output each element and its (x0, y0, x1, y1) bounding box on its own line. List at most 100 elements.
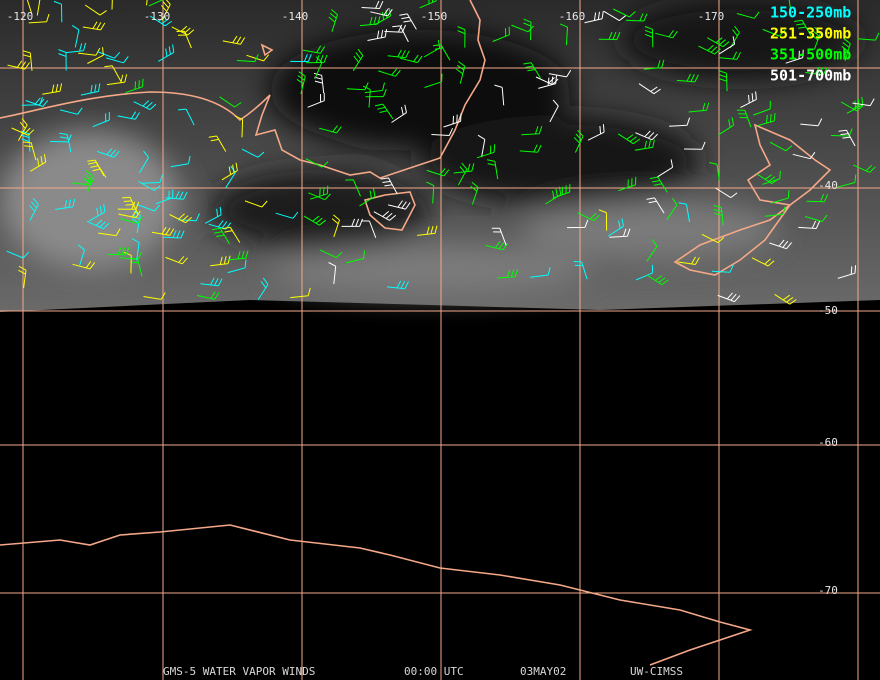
wind-barb (756, 112, 776, 127)
wind-barb (290, 54, 312, 63)
latitude-label: -70 (818, 584, 838, 597)
wind-barb (290, 287, 311, 299)
wind-barb (125, 78, 144, 94)
wind-barb (625, 13, 648, 22)
wind-barb (806, 194, 829, 203)
wind-barb (392, 25, 409, 43)
wind-barb (23, 141, 37, 161)
wind-barb (157, 44, 175, 62)
wind-barb (6, 250, 30, 259)
wind-barb (426, 181, 435, 204)
wind-barb (683, 141, 706, 150)
wind-barb (88, 161, 107, 178)
date: 03MAY02 (520, 665, 566, 678)
wind-barb (26, 0, 33, 15)
wind-barb (50, 134, 72, 143)
wind-barb (678, 202, 690, 223)
wind-barb (566, 219, 589, 229)
wind-barb (143, 292, 166, 300)
wind-barb (328, 262, 337, 285)
wind-barb (677, 256, 700, 265)
wind-barb (618, 176, 637, 192)
wind-barb (638, 83, 661, 95)
wind-barb (222, 35, 246, 45)
wind-barb (53, 0, 63, 23)
wind-barb (227, 250, 249, 261)
wind-barb (387, 200, 411, 210)
wind-barb (646, 239, 658, 262)
wind-barb (521, 126, 543, 136)
wind-barb (362, 85, 371, 108)
wind-barb (165, 256, 188, 265)
wind-barb (497, 269, 519, 279)
wind-barb (837, 265, 857, 279)
wind-barb (313, 72, 325, 94)
wind-barb (523, 18, 532, 41)
wind-barb (800, 118, 823, 127)
wind-barb (170, 155, 191, 168)
wind-barb (119, 252, 142, 260)
wind-barb (82, 21, 106, 31)
wind-barb (162, 230, 185, 239)
legend-entry: 501-700mb (770, 67, 851, 85)
wind-barb (303, 215, 327, 226)
wind-barb (753, 100, 771, 116)
wind-barb (359, 16, 381, 27)
wind-barb (65, 42, 87, 54)
wind-barb (852, 98, 875, 107)
wind-barb (236, 54, 259, 63)
wind-barb (486, 159, 499, 180)
wind-barb (457, 26, 466, 48)
labels: -120 -130 -140 -150 -160 -170 -40 -50 -60 -70 150-… (7, 4, 852, 598)
wind-barb (432, 44, 451, 61)
wind-barb (492, 26, 510, 42)
wind-barb (765, 206, 786, 217)
wind-barb (17, 118, 28, 141)
wind-barb (736, 109, 752, 128)
wind-barb (380, 177, 398, 194)
wind-barb (740, 91, 757, 109)
wind-barb (42, 83, 63, 95)
wind-barb (328, 9, 338, 32)
wind-barb (643, 59, 665, 70)
wind-barb (361, 0, 384, 9)
wind-barb (149, 15, 172, 27)
wind-barb (387, 49, 410, 59)
wind-barb (573, 261, 588, 280)
wind-barb (92, 111, 110, 128)
wind-barb (165, 191, 188, 200)
wind-barb (30, 154, 47, 172)
wind-barb (367, 29, 388, 41)
wind-barb (11, 127, 35, 136)
wind-barb (603, 10, 626, 22)
wind-barb (131, 238, 140, 261)
wind-barb (837, 174, 857, 188)
wind-barb (419, 0, 437, 9)
wind-barb (538, 75, 557, 89)
wind-barb (774, 293, 797, 305)
wind-barb (84, 4, 107, 16)
wind-barb (831, 128, 853, 137)
wind-barb (535, 76, 559, 86)
longitude-label: -120 (7, 10, 34, 23)
wind-barb (118, 209, 141, 219)
wind-barb (59, 132, 72, 153)
wind-barb (857, 32, 880, 41)
wind-barb (443, 113, 462, 128)
wind-barb (762, 28, 786, 37)
wind-barb (511, 24, 534, 33)
wind-barb (646, 274, 669, 286)
wind-barb (307, 92, 325, 108)
wind-barb (386, 280, 409, 290)
wind-barb (275, 211, 299, 219)
wind-barb (71, 24, 80, 48)
wind-barb (494, 84, 505, 106)
wind-barb (227, 259, 247, 274)
wind-barb (257, 277, 269, 300)
legend-entry: 251-350mb (770, 25, 851, 43)
wind-barb (86, 219, 110, 230)
wind-barb (391, 104, 407, 123)
wind-barb (769, 239, 792, 250)
wind-barb (72, 261, 96, 270)
